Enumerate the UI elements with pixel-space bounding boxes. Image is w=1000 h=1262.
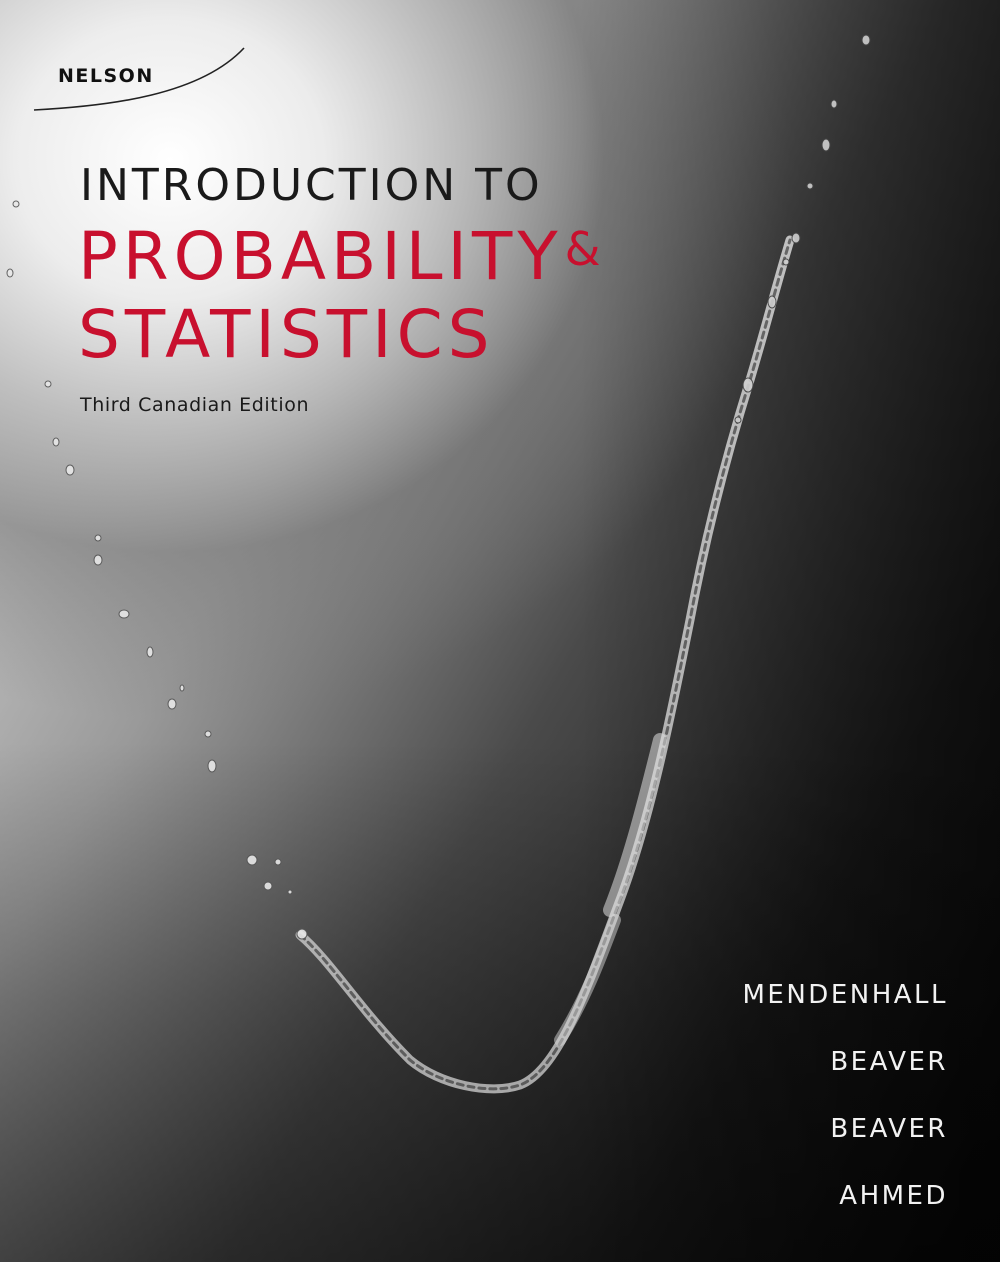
title-probability-word: PROBABILITY — [78, 218, 563, 295]
title-line-probability: PROBABILITY& — [78, 218, 601, 295]
background-shade-bottom — [0, 742, 1000, 1262]
title-ampersand: & — [564, 222, 601, 276]
title-line-intro: INTRODUCTION TO — [80, 160, 543, 211]
title-line-statistics: STATISTICS — [78, 296, 495, 373]
author-name: BEAVER — [830, 1114, 948, 1144]
author-name: MENDENHALL — [742, 980, 948, 1010]
publisher-logo: NELSON — [58, 65, 154, 87]
background-shade-right — [580, 0, 1000, 1262]
authors-list: MENDENHALL BEAVER BEAVER AHMED — [588, 980, 948, 1248]
edition-label: Third Canadian Edition — [80, 394, 310, 416]
author-name: BEAVER — [830, 1047, 948, 1077]
publisher-swoosh-icon — [33, 47, 245, 111]
author-name: AHMED — [839, 1181, 948, 1211]
